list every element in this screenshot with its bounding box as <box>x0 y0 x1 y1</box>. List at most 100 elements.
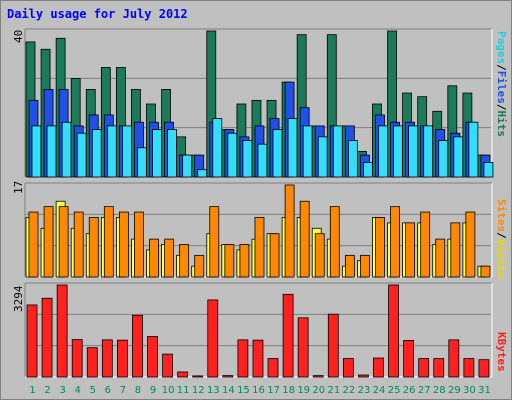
bar-sites-day-8 <box>134 211 144 278</box>
day-label: 24 <box>373 385 386 396</box>
bar-kbytes-day-30 <box>463 358 475 378</box>
bar-sites-day-6 <box>103 206 114 278</box>
bar-sites-day-15 <box>239 244 250 278</box>
bar-sites-day-13 <box>209 206 220 278</box>
bar-pages-day-20 <box>317 136 328 178</box>
bar-pages-day-12 <box>197 169 208 178</box>
bar-sites-day-21 <box>329 206 340 278</box>
bar-kbytes-day-25 <box>388 284 399 378</box>
bar-kbytes-day-28 <box>433 358 445 378</box>
bar-sites-day-20 <box>314 233 325 278</box>
day-label: 21 <box>327 385 340 396</box>
bar-kbytes-day-19 <box>297 317 309 378</box>
day-label: 9 <box>150 385 156 396</box>
bar-kbytes-day-12 <box>192 375 204 378</box>
bar-pages-day-30 <box>468 121 479 178</box>
day-label: 18 <box>282 385 295 396</box>
bar-sites-day-17 <box>269 233 280 278</box>
day-label: 31 <box>478 385 491 396</box>
bar-pages-day-31 <box>483 161 494 178</box>
day-label: 7 <box>120 385 126 396</box>
bar-pages-day-23 <box>363 161 373 178</box>
bar-sites-day-18 <box>284 184 295 278</box>
day-label: 1 <box>29 385 35 396</box>
bar-kbytes-day-4 <box>71 339 83 378</box>
bar-pages-day-17 <box>272 129 283 178</box>
bar-sites-day-7 <box>118 211 129 278</box>
bar-pages-day-22 <box>347 140 358 178</box>
bar-kbytes-day-22 <box>342 358 354 378</box>
bar-pages-day-18 <box>287 118 298 178</box>
bar-sites-day-22 <box>344 254 355 278</box>
day-label: 11 <box>177 385 190 396</box>
bar-sites-day-2 <box>43 206 54 278</box>
bar-kbytes-day-31 <box>478 359 490 378</box>
day-label: 6 <box>105 385 111 396</box>
day-label: 4 <box>75 385 81 396</box>
bar-pages-day-6 <box>106 125 117 178</box>
bar-pages-day-19 <box>302 125 313 178</box>
chart-title: Daily usage for July 2012 <box>7 7 188 21</box>
bar-sites-day-23 <box>360 254 370 278</box>
bar-kbytes-day-16 <box>252 339 264 378</box>
bar-pages-day-27 <box>423 125 434 178</box>
bar-sites-day-25 <box>390 206 400 278</box>
day-label: 30 <box>463 385 476 396</box>
bar-kbytes-day-15 <box>237 339 249 378</box>
bar-kbytes-day-6 <box>101 339 113 378</box>
bar-kbytes-day-5 <box>86 347 98 378</box>
day-label: 2 <box>44 385 50 396</box>
bar-kbytes-day-11 <box>177 371 189 378</box>
bar-sites-day-1 <box>28 211 39 278</box>
bar-kbytes-day-8 <box>132 314 143 378</box>
bar-sites-day-31 <box>480 265 491 278</box>
bar-pages-day-15 <box>242 140 253 178</box>
day-label: 28 <box>433 385 446 396</box>
bar-pages-day-26 <box>408 125 419 178</box>
bar-pages-day-3 <box>61 121 72 178</box>
bar-kbytes-day-21 <box>327 313 339 378</box>
day-label: 3 <box>59 385 65 396</box>
bar-pages-day-1 <box>31 125 42 178</box>
day-label: 29 <box>448 385 461 396</box>
bar-sites-day-28 <box>435 238 446 278</box>
day-label: 17 <box>267 385 280 396</box>
bar-kbytes-day-7 <box>116 339 128 378</box>
bar-sites-day-27 <box>420 211 431 278</box>
bar-pages-day-7 <box>121 125 132 178</box>
bar-pages-day-5 <box>91 129 102 178</box>
bar-sites-day-3 <box>58 206 69 278</box>
day-label: 27 <box>418 385 431 396</box>
bar-pages-day-29 <box>453 136 464 178</box>
day-label: 14 <box>222 385 235 396</box>
bar-kbytes-day-24 <box>373 357 384 378</box>
bar-kbytes-day-9 <box>147 336 158 378</box>
bar-sites-day-9 <box>149 238 159 278</box>
bar-sites-day-14 <box>224 244 235 278</box>
bar-kbytes-day-14 <box>222 375 234 378</box>
day-label: 16 <box>252 385 265 396</box>
bar-kbytes-day-18 <box>282 293 294 378</box>
bar-sites-day-26 <box>405 222 416 278</box>
bar-sites-day-19 <box>299 200 310 278</box>
day-label: 5 <box>90 385 96 396</box>
bar-sites-day-5 <box>88 217 99 278</box>
bar-kbytes-day-13 <box>207 299 219 378</box>
bar-pages-day-13 <box>212 118 223 178</box>
day-label: 8 <box>135 385 141 396</box>
bar-kbytes-day-23 <box>358 374 369 378</box>
bar-kbytes-day-10 <box>162 353 173 378</box>
bar-pages-day-25 <box>393 125 403 178</box>
day-label: 15 <box>237 385 250 396</box>
bar-kbytes-day-3 <box>56 284 68 378</box>
bar-kbytes-day-2 <box>41 297 53 378</box>
day-label: 20 <box>312 385 325 396</box>
bar-sites-day-4 <box>73 211 84 278</box>
day-label: 13 <box>207 385 220 396</box>
bar-sites-day-11 <box>179 244 190 278</box>
day-label: 19 <box>297 385 310 396</box>
bar-pages-day-24 <box>378 125 388 178</box>
bar-kbytes-day-20 <box>312 375 324 378</box>
day-label: 25 <box>388 385 401 396</box>
